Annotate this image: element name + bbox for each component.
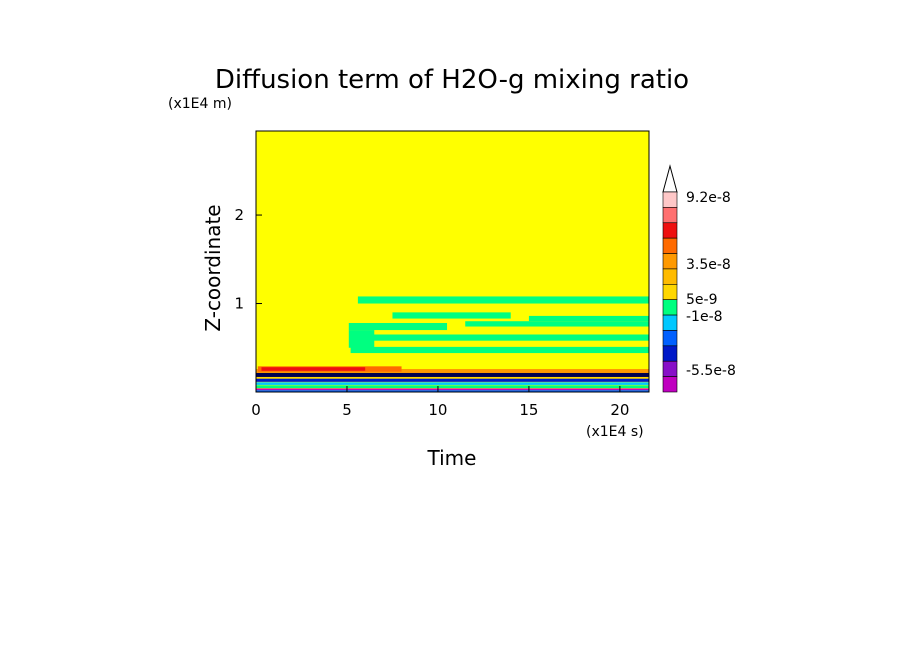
x-ticks: 0 5 10 15 20 <box>251 386 629 419</box>
plot-frame <box>255 130 650 393</box>
contour-region-13 <box>348 322 448 331</box>
contour-regions <box>256 296 649 392</box>
contour-region-10 <box>357 296 649 304</box>
colorbar-arrow <box>662 164 678 193</box>
colorbar-swatch-4 <box>662 253 678 270</box>
contour-region-12 <box>350 346 649 354</box>
x-tick-label-5: 5 <box>342 401 352 419</box>
x-tick-label-10: 10 <box>428 401 447 419</box>
y-tick-label-2: 2 <box>234 206 244 224</box>
colorbar-label-0: 9.2e-8 <box>686 190 731 206</box>
colorbar-labels: 9.2e-8 3.5e-8 5e-9-1e-8 -5.5e-8 <box>686 190 736 379</box>
colorbar-swatch-7 <box>662 299 678 316</box>
colorbar-label-3: -1e-8 <box>686 309 723 325</box>
colorbar-swatch-0 <box>662 191 678 208</box>
colorbar <box>662 164 678 393</box>
x-unit-label: (x1E4 s) <box>586 424 644 440</box>
colorbar-swatch-12 <box>662 376 678 393</box>
x-tick-label-0: 0 <box>251 401 261 419</box>
contour-region-4 <box>256 372 649 377</box>
colorbar-swatch-5 <box>662 268 678 285</box>
colorbar-swatch-6 <box>662 284 678 300</box>
colorbar-swatch-11 <box>662 360 678 377</box>
contour-region-5 <box>256 378 649 382</box>
x-tick-label-20: 20 <box>610 401 629 419</box>
colorbar-swatch-2 <box>662 222 678 239</box>
colorbar-swatch-10 <box>662 345 678 362</box>
contour-region-17 <box>348 330 375 348</box>
x-axis-label: Time <box>427 446 477 470</box>
y-axis-label: Z-coordinate <box>201 204 225 331</box>
colorbar-swatch-8 <box>662 314 678 331</box>
contour-region-3 <box>261 367 366 371</box>
colorbar-label-2: 5e-9 <box>686 292 717 308</box>
y-tick-label-1: 1 <box>234 295 244 313</box>
colorbar-label-4: -5.5e-8 <box>686 363 736 379</box>
contour-region-15 <box>392 312 511 319</box>
chart-title: Diffusion term of H2O-g mixing ratio <box>215 65 689 95</box>
contour-region-8 <box>256 388 649 391</box>
contour-region-1 <box>256 368 649 375</box>
contour-region-7 <box>256 385 649 389</box>
colorbar-swatch-3 <box>662 237 678 254</box>
contour-region-9 <box>256 390 649 392</box>
contour-region-11 <box>352 334 649 341</box>
colorbar-swatch-9 <box>662 330 678 347</box>
y-ticks: 12 <box>234 206 262 313</box>
contour-region-14 <box>465 321 649 327</box>
colorbar-label-1: 3.5e-8 <box>686 257 731 273</box>
contour-region-6 <box>256 382 649 385</box>
contour-region-16 <box>528 315 649 322</box>
x-tick-label-15: 15 <box>519 401 538 419</box>
colorbar-swatch-1 <box>662 207 678 224</box>
y-unit-label: (x1E4 m) <box>168 96 232 112</box>
